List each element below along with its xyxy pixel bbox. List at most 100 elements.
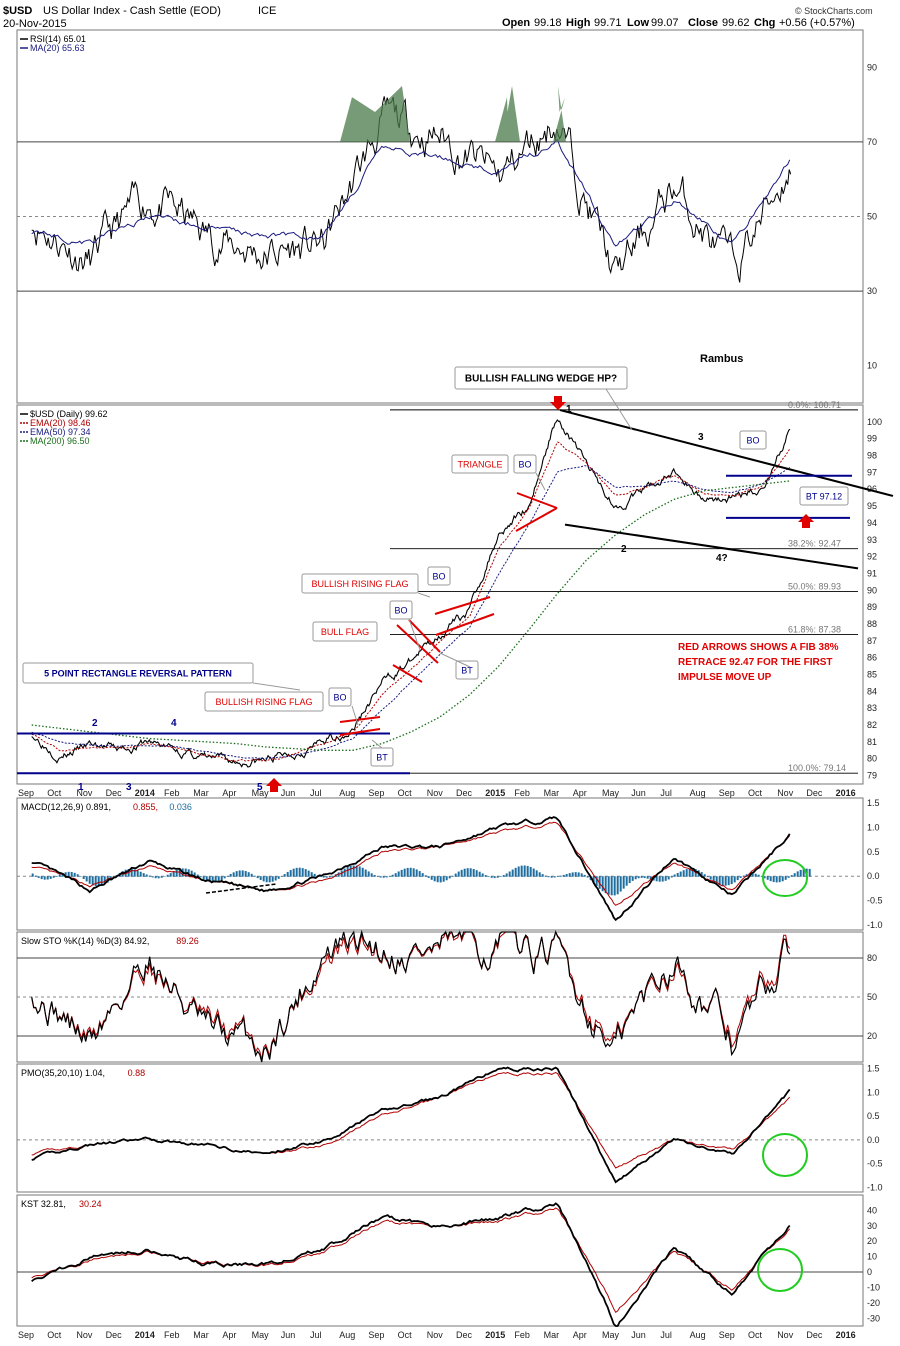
y-tick-price: 82 bbox=[867, 720, 877, 730]
macd-histogram-bar bbox=[508, 871, 511, 877]
y-tick-price: 95 bbox=[867, 501, 877, 511]
annotation-box-frame bbox=[312, 621, 378, 642]
y-tick-rsi: 50 bbox=[867, 212, 877, 222]
fib-note-line: IMPULSE MOVE UP bbox=[678, 672, 772, 683]
macd-histogram-bar bbox=[31, 873, 34, 877]
macd-histogram-bar bbox=[796, 871, 799, 877]
macd-histogram-bar bbox=[235, 871, 238, 877]
series-pmo bbox=[31, 1066, 791, 1184]
y-tick-pmo: -0.5 bbox=[867, 1159, 883, 1169]
macd-histogram-bar bbox=[43, 876, 46, 880]
macd-histogram-bar bbox=[46, 876, 49, 880]
annotation-box: BT bbox=[455, 660, 479, 680]
macd-histogram-bar bbox=[679, 871, 682, 877]
macd-histogram-bar bbox=[568, 873, 571, 877]
macd-histogram-bar bbox=[730, 876, 733, 885]
x-tick-label: Sep bbox=[18, 1330, 34, 1340]
macd-histogram-bar bbox=[685, 869, 688, 877]
x-tick-label: 2016 bbox=[836, 1330, 856, 1340]
macd-histogram-bar bbox=[397, 871, 400, 877]
macd-histogram-bar bbox=[538, 872, 541, 877]
macd-histogram-bar bbox=[556, 876, 559, 877]
series-ma200 bbox=[31, 480, 791, 751]
legend-pmo: 0.88 bbox=[128, 1068, 146, 1078]
x-tick-label: Dec bbox=[106, 788, 123, 798]
macd-histogram-bar bbox=[322, 876, 325, 878]
y-tick-price: 94 bbox=[867, 518, 877, 528]
x-tick-label: 2014 bbox=[135, 1330, 155, 1340]
x-tick-label: Mar bbox=[544, 1330, 560, 1340]
macd-histogram-bar bbox=[784, 876, 787, 880]
svg-text:99.71: 99.71 bbox=[594, 17, 622, 29]
macd-histogram-bar bbox=[724, 876, 727, 886]
annotation-label: BT bbox=[461, 666, 473, 676]
macd-histogram-bar bbox=[547, 876, 550, 878]
macd-histogram-bar bbox=[70, 871, 73, 877]
macd-histogram-bar bbox=[154, 876, 157, 879]
x-tick-label: Feb bbox=[164, 1330, 180, 1340]
macd-histogram-bar bbox=[283, 874, 286, 877]
x-tick-label: Dec bbox=[456, 788, 473, 798]
y-tick-price: 86 bbox=[867, 653, 877, 663]
macd-histogram-bar bbox=[793, 873, 796, 877]
macd-histogram-bar bbox=[238, 870, 241, 877]
x-tick-label: Sep bbox=[368, 1330, 384, 1340]
macd-histogram-bar bbox=[445, 876, 448, 881]
macd-histogram-bar bbox=[295, 867, 298, 877]
macd-histogram-bar bbox=[664, 876, 667, 881]
macd-histogram-bar bbox=[439, 876, 442, 883]
annotation-label: BULLISH RISING FLAG bbox=[311, 579, 408, 589]
macd-histogram-bar bbox=[88, 876, 91, 884]
y-tick-pmo: 0.0 bbox=[867, 1135, 880, 1145]
y-tick-kst: -30 bbox=[867, 1313, 880, 1323]
macd-histogram-bar bbox=[304, 869, 307, 877]
macd-histogram-bar bbox=[532, 868, 535, 877]
x-tick-label: Oct bbox=[748, 788, 763, 798]
macd-histogram-bar bbox=[670, 876, 673, 878]
annotation-box-frame bbox=[799, 486, 849, 506]
x-tick-label: May bbox=[252, 1330, 270, 1340]
macd-histogram-bar bbox=[808, 868, 811, 877]
annotation-box: BT bbox=[370, 747, 394, 767]
macd-histogram-bar bbox=[406, 867, 409, 877]
macd-histogram-bar bbox=[706, 876, 709, 878]
y-tick-price: 90 bbox=[867, 585, 877, 595]
macd-histogram-bar bbox=[682, 870, 685, 877]
macd-histogram-bar bbox=[610, 876, 613, 896]
macd-histogram-bar bbox=[361, 867, 364, 877]
annotation-box: 5 POINT RECTANGLE REVERSAL PATTERN bbox=[22, 662, 254, 684]
legend-price: EMA(20) 98.46 bbox=[30, 418, 91, 428]
y-tick-price: 96 bbox=[867, 484, 877, 494]
macd-histogram-bar bbox=[592, 876, 595, 883]
macd-histogram-bar bbox=[268, 876, 271, 883]
annotation-box-frame bbox=[739, 430, 767, 450]
x-tick-label: Apr bbox=[573, 1330, 587, 1340]
macd-histogram-bar bbox=[640, 876, 643, 878]
annotation-label: BO bbox=[394, 606, 407, 616]
x-tick-label: Nov bbox=[777, 788, 794, 798]
annotation-label: TRIANGLE bbox=[457, 460, 502, 470]
macd-histogram-bar bbox=[37, 876, 40, 878]
legend-rsi: RSI(14) 65.01 bbox=[30, 34, 86, 44]
x-tick-label: Sep bbox=[719, 1330, 735, 1340]
macd-histogram-bar bbox=[220, 876, 223, 881]
fib-label: 0.0%: 100.71 bbox=[788, 400, 841, 410]
y-tick-price: 93 bbox=[867, 535, 877, 545]
x-tick-label: Nov bbox=[427, 1330, 444, 1340]
y-tick-kst: -10 bbox=[867, 1282, 880, 1292]
macd-histogram-bar bbox=[265, 876, 268, 883]
macd-histogram-bar bbox=[175, 869, 178, 877]
macd-histogram-bar bbox=[787, 876, 790, 878]
macd-histogram-bar bbox=[130, 868, 133, 877]
macd-histogram-bar bbox=[211, 876, 214, 883]
pattern-red-line bbox=[515, 507, 558, 532]
y-tick-price: 99 bbox=[867, 434, 877, 444]
macd-histogram-bar bbox=[511, 869, 514, 877]
x-tick-label: Nov bbox=[777, 1330, 794, 1340]
pattern-red-line bbox=[392, 664, 423, 683]
x-tick-label: Apr bbox=[222, 1330, 236, 1340]
x-tick-label: Oct bbox=[398, 1330, 413, 1340]
macd-histogram-bar bbox=[274, 876, 277, 881]
annotation-box: BULLISH RISING FLAG bbox=[301, 573, 419, 594]
annotation-box: BO bbox=[739, 430, 767, 450]
